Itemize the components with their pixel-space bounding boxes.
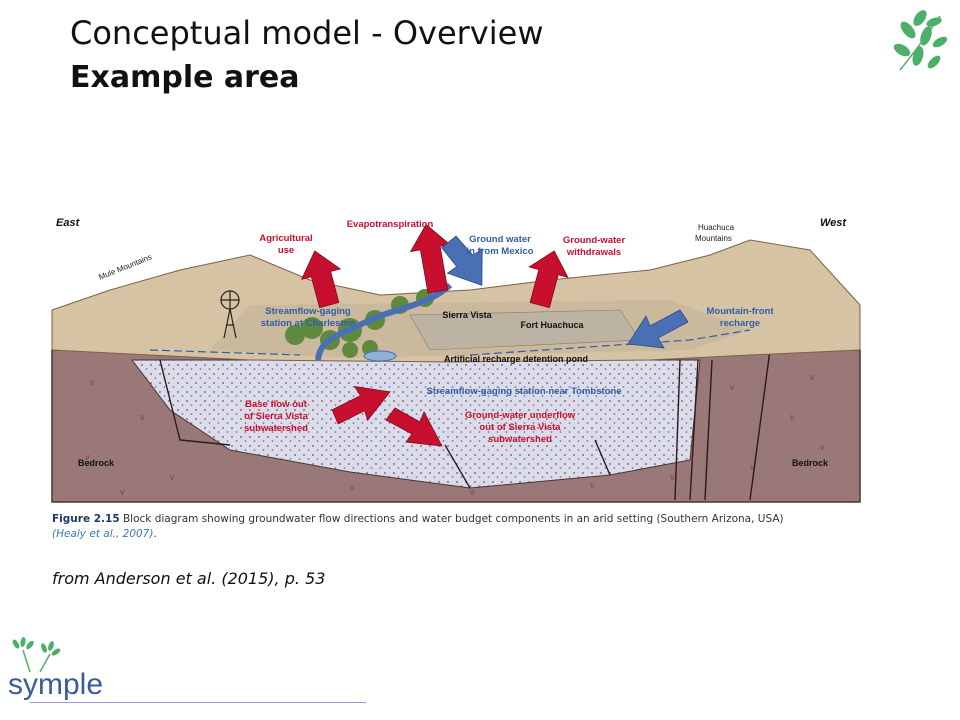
fort-huachuca-label: Fort Huachuca — [520, 320, 584, 330]
huachuca-label-1: Huachuca — [698, 223, 735, 232]
gw-withdrawals-label-2: withdrawals — [566, 247, 621, 258]
figure-caption: Figure 2.15 Block diagram showing ground… — [52, 512, 864, 542]
svg-text:v: v — [670, 472, 675, 482]
windmill-icon — [220, 290, 240, 339]
streamflow-charleston-label-2: station at Charleston — [261, 318, 356, 329]
figure-number: Figure 2.15 — [52, 513, 120, 525]
base-flow-label-3: subwatershed — [244, 423, 308, 434]
recharge-pond-label: Artificial recharge detention pond — [444, 354, 588, 364]
detention-pond — [363, 350, 397, 362]
svg-text:v: v — [85, 452, 90, 462]
slide-title: Conceptual model - Overview — [70, 14, 544, 52]
mountain-front-label-2: recharge — [720, 318, 760, 329]
outflow-arrows — [300, 223, 569, 447]
san-pedro-river — [315, 282, 453, 361]
svg-text:v: v — [470, 487, 475, 497]
svg-text:v: v — [140, 412, 145, 422]
evapotranspiration-arrow — [409, 223, 451, 294]
east-label: East — [56, 217, 81, 229]
gw-mexico-label-1: Ground water — [469, 234, 531, 245]
huachuca-label-2: Mountains — [695, 234, 732, 243]
svg-text:v: v — [350, 482, 355, 492]
bedrock-texture: v v v v v v v v v v v v v v — [85, 372, 825, 497]
bedrock-left-label: Bedrock — [78, 458, 115, 468]
gw-withdrawals-label-1: Ground-water — [563, 235, 626, 246]
svg-text:v: v — [820, 442, 825, 452]
svg-text:v: v — [790, 412, 795, 422]
symple-logo: symple — [8, 637, 103, 701]
underflow-label-1: Ground-water underflow — [465, 410, 576, 421]
svg-text:v: v — [750, 462, 755, 472]
base-flow-label-2: of Sierra Vista — [244, 411, 308, 422]
svg-text:v: v — [120, 487, 125, 497]
slide-subtitle: Example area — [70, 60, 300, 95]
streamflow-tombstone-label: Streamflow-gaging station near Tombstone — [426, 386, 621, 397]
svg-text:v: v — [90, 377, 95, 387]
svg-text:v: v — [730, 382, 735, 392]
leaf-logo-icon — [893, 10, 948, 71]
caption-text: Block diagram showing groundwater flow d… — [119, 513, 784, 525]
mountain-front-recharge-arrow — [627, 309, 689, 349]
bedrock-right-label: Bedrock — [792, 458, 829, 468]
footer-divider — [30, 702, 366, 703]
agricultural-use-arrow — [300, 250, 342, 309]
underflow-label-2: out of Sierra Vista — [479, 422, 561, 433]
symple-leaves-icon — [12, 637, 61, 656]
mule-mountains-label: Mule Mountains — [97, 252, 153, 282]
block-diagram: v v v v v v v v v v v v v v — [51, 217, 861, 503]
svg-text:v: v — [590, 480, 595, 490]
underflow-label-3: subwatershed — [488, 434, 552, 445]
streamflow-charleston-label-1: Streamflow-gaging — [265, 306, 351, 317]
base-flow-arrow — [331, 386, 391, 425]
gw-withdrawal-arrow — [528, 250, 569, 309]
agricultural-use-label-1: Agricultural — [259, 233, 312, 244]
gw-from-mexico-arrow — [441, 235, 483, 286]
mountain-front-label-1: Mountain-front — [706, 306, 774, 317]
evapotranspiration-label: Evapotranspiration — [347, 219, 434, 230]
sierra-vista-label: Sierra Vista — [442, 310, 492, 320]
gw-mexico-label-2: in from Mexico — [466, 246, 533, 257]
inflow-arrows — [441, 235, 689, 349]
symple-logo-text: symple — [8, 668, 103, 701]
svg-text:v: v — [170, 472, 175, 482]
svg-text:v: v — [810, 372, 815, 382]
water-table — [149, 329, 751, 356]
source-note: from Anderson et al. (2015), p. 53 — [52, 569, 326, 588]
caption-end: . — [153, 528, 157, 540]
fault-lines — [159, 349, 771, 501]
caption-reference[interactable]: (Healy et al., 2007) — [52, 528, 154, 540]
base-flow-label-1: Base flow out — [245, 399, 308, 410]
west-label: West — [820, 217, 847, 229]
agricultural-use-label-2: use — [278, 245, 294, 256]
underflow-arrow — [385, 407, 443, 447]
